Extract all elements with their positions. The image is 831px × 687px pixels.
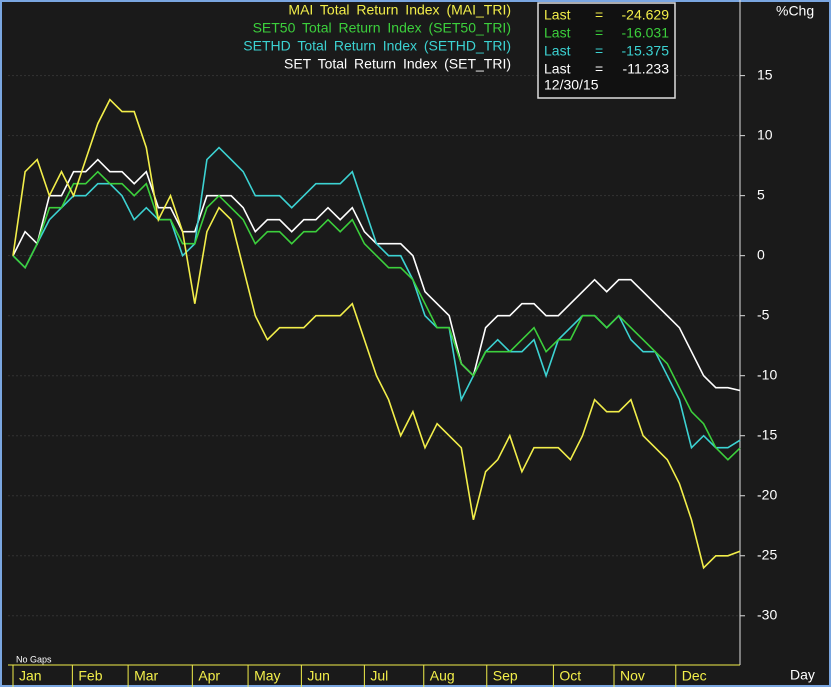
- y-tick-label: -30: [757, 606, 777, 622]
- x-tick-label: Mar: [134, 668, 158, 684]
- x-tick-label: Apr: [198, 668, 220, 684]
- y-tick-label: -10: [757, 366, 777, 382]
- y-tick-label: 10: [757, 126, 773, 142]
- y-tick-label: 15: [757, 66, 773, 82]
- info-separator: =: [595, 7, 603, 23]
- info-label: Last: [544, 61, 571, 77]
- info-label: Last: [544, 7, 571, 23]
- y-axis-title: %Chg: [776, 3, 814, 19]
- legend-entry: SETHD Total Return Index (SETHD_TRI): [243, 38, 511, 54]
- info-separator: =: [595, 43, 603, 59]
- info-label: Last: [544, 25, 571, 41]
- x-tick-label: Nov: [620, 668, 645, 684]
- info-date: 12/30/15: [544, 77, 599, 93]
- info-value: -16.031: [622, 25, 670, 41]
- x-tick-label: Feb: [78, 668, 102, 684]
- y-tick-label: -20: [757, 486, 777, 502]
- x-tick-label: Aug: [430, 668, 455, 684]
- y-tick-label: -15: [757, 426, 777, 442]
- x-tick-label: May: [254, 668, 280, 684]
- x-tick-label: Dec: [682, 668, 707, 684]
- legend-entry: MAI Total Return Index (MAI_TRI): [288, 2, 511, 18]
- legend: MAI Total Return Index (MAI_TRI) SET50 To…: [243, 2, 511, 72]
- y-tick-label: 5: [757, 186, 765, 202]
- x-axis-title: Day: [790, 667, 815, 683]
- grid: [8, 75, 745, 687]
- series-line: [12, 98, 741, 570]
- legend-entry: SET50 Total Return Index (SET50_TRI): [253, 20, 511, 36]
- info-value: -24.629: [622, 7, 670, 23]
- y-tick-label: -25: [757, 546, 777, 562]
- info-value: -15.375: [622, 43, 670, 59]
- info-separator: =: [595, 61, 603, 77]
- y-tick-label: -5: [757, 306, 770, 322]
- note: No Gaps: [16, 654, 52, 664]
- series-line: [12, 170, 741, 461]
- info-box: [537, 2, 676, 99]
- x-tick-label: Jun: [307, 668, 330, 684]
- x-tick-label: Jul: [370, 668, 388, 684]
- x-tick-label: Jan: [19, 668, 42, 684]
- x-tick-label: Oct: [559, 668, 581, 684]
- plot: [12, 98, 741, 570]
- info-separator: =: [595, 25, 603, 41]
- legend-entry: SET Total Return Index (SET_TRI): [284, 56, 511, 72]
- y-tick-label: 0: [757, 246, 765, 262]
- info-value: -11.233: [623, 61, 670, 77]
- info-label: Last: [544, 43, 571, 59]
- x-tick-label: Sep: [493, 668, 518, 684]
